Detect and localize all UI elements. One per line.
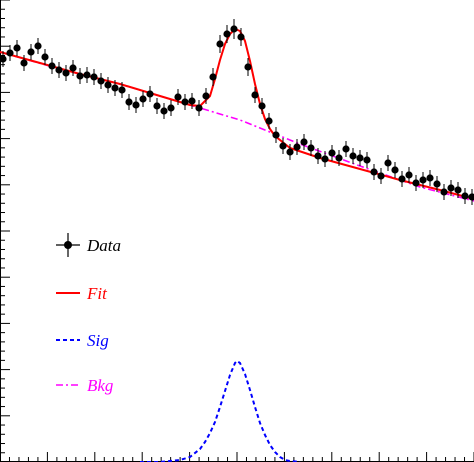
data-point <box>27 44 35 60</box>
data-point <box>426 170 434 186</box>
data-point <box>398 171 406 187</box>
legend-item-data: Data <box>56 233 121 257</box>
data-point <box>202 88 210 104</box>
data-point <box>468 189 474 205</box>
legend-item-sig: Sig <box>56 331 109 350</box>
data-point <box>251 87 259 103</box>
data-point <box>391 162 399 178</box>
legend-label-sig: Sig <box>87 331 109 350</box>
data-point <box>433 176 441 192</box>
data-point <box>0 51 7 67</box>
data-point <box>48 58 56 74</box>
data-point <box>384 155 392 171</box>
data-point <box>321 151 329 167</box>
data-point <box>314 148 322 164</box>
data-point <box>272 127 280 143</box>
data-point <box>125 94 133 110</box>
data-point <box>83 67 91 83</box>
data-point <box>20 55 28 71</box>
data-point <box>370 164 378 180</box>
legend-item-bkg: Bkg <box>56 376 113 395</box>
legend-label-data: Data <box>86 236 121 255</box>
data-point <box>223 25 231 43</box>
data-point <box>188 93 196 109</box>
legend-label-fit: Fit <box>86 284 108 303</box>
data-point <box>62 65 70 81</box>
data-point <box>447 180 455 196</box>
data-point <box>363 152 371 168</box>
data-point <box>335 150 343 166</box>
sig-curve <box>140 360 301 462</box>
data-point <box>174 89 182 105</box>
data-point <box>104 77 112 93</box>
data-point <box>97 73 105 89</box>
data-point <box>216 35 224 53</box>
data-point <box>55 62 63 78</box>
data-point <box>118 82 126 98</box>
data-point <box>6 45 14 61</box>
data-point <box>209 68 217 86</box>
fit-curve <box>0 28 474 200</box>
data-point <box>279 138 287 154</box>
data-point <box>405 167 413 183</box>
data-point <box>167 100 175 116</box>
data-point <box>412 175 420 191</box>
data-point <box>286 144 294 160</box>
data-point <box>160 103 168 119</box>
data-point <box>237 28 245 46</box>
data-point <box>454 182 462 198</box>
data-point <box>111 80 119 96</box>
data-point <box>461 188 469 204</box>
data-point <box>195 100 203 116</box>
data-point <box>377 168 385 184</box>
legend-label-bkg: Bkg <box>87 376 113 395</box>
data-point <box>342 141 350 157</box>
data-point <box>356 150 364 166</box>
series-layer <box>0 19 474 462</box>
data-point <box>181 94 189 110</box>
data-point <box>265 113 273 129</box>
data-point <box>146 86 154 102</box>
data-point <box>307 140 315 156</box>
data-point <box>419 172 427 188</box>
data-point <box>244 58 252 76</box>
data-point <box>440 184 448 200</box>
data-point <box>69 60 77 76</box>
data-point <box>293 139 301 155</box>
data-point <box>139 91 147 107</box>
legend-item-fit: Fit <box>56 284 108 303</box>
legend: Data Fit Sig Bkg <box>56 233 121 395</box>
data-point <box>13 40 21 56</box>
data-point <box>76 68 84 84</box>
data-point <box>300 134 308 150</box>
data-point <box>328 145 336 161</box>
data-point <box>34 38 42 54</box>
data-point <box>90 69 98 85</box>
data-point <box>258 98 266 114</box>
data-point <box>230 19 238 39</box>
data-point <box>153 98 161 114</box>
data-point <box>349 148 357 164</box>
data-point <box>132 97 140 113</box>
data-point <box>41 49 49 65</box>
